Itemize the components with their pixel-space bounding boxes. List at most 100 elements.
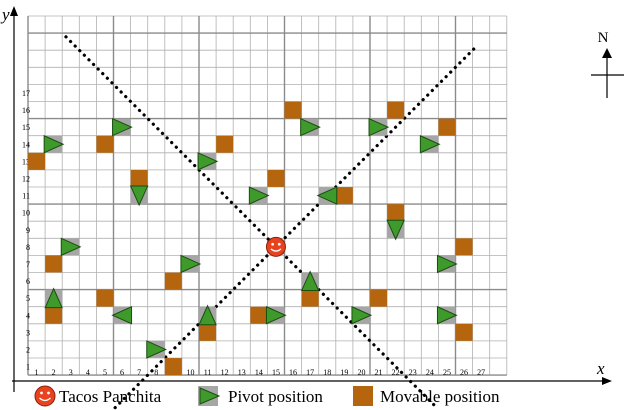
- pivot-position: [146, 340, 167, 359]
- movable-position: [301, 289, 319, 307]
- x-tick-label: 27: [477, 368, 485, 377]
- movable-position: [387, 101, 405, 119]
- legend-restaurant-label: Tacos Panchita: [59, 387, 162, 406]
- y-tick-label: 8: [26, 243, 30, 252]
- x-tick-label: 3: [69, 368, 73, 377]
- x-tick-label: 17: [306, 368, 314, 377]
- diagonal-line-descending: [64, 35, 438, 409]
- y-tick-label: 9: [26, 226, 30, 235]
- x-tick-label: 7: [137, 368, 141, 377]
- pivot-position: [351, 305, 373, 325]
- x-tick-labels: 1234567891011121314151617181920212223242…: [35, 368, 486, 377]
- y-tick-label: 13: [22, 157, 30, 166]
- x-tick-label: 12: [221, 368, 229, 377]
- movable-position: [455, 238, 473, 256]
- legend-pivot-icon: [198, 386, 221, 406]
- pivot-position: [180, 254, 202, 274]
- y-tick-label: 12: [22, 174, 30, 183]
- legend-movable-label: Movable position: [380, 387, 500, 406]
- x-tick-label: 19: [340, 368, 348, 377]
- legend-pivot-label: Pivot position: [228, 387, 323, 406]
- y-tick-label: 7: [26, 260, 30, 269]
- pivot-position: [197, 152, 219, 171]
- x-tick-label: 20: [357, 368, 365, 377]
- pivot-position: [248, 186, 270, 205]
- movable-position: [96, 135, 114, 153]
- movable-position: [387, 204, 405, 222]
- x-tick-label: 14: [255, 368, 263, 377]
- x-tick-label: 22: [392, 368, 400, 377]
- movable-position: [28, 152, 46, 170]
- x-tick-label: 6: [120, 368, 124, 377]
- pivot-position: [436, 254, 458, 274]
- movable-position: [199, 323, 217, 341]
- x-axis-arrowhead: [602, 377, 612, 385]
- movable-position: [455, 323, 473, 341]
- x-tick-label: 8: [154, 368, 158, 377]
- pivot-position: [60, 237, 82, 257]
- x-tick-label: 10: [186, 368, 194, 377]
- x-tick-label: 1: [35, 368, 39, 377]
- movable-position: [216, 135, 234, 153]
- movable-positions: [28, 101, 473, 376]
- y-tick-label: 1: [26, 363, 30, 372]
- movable-position: [438, 118, 456, 136]
- pivot-position: [386, 219, 405, 241]
- restaurant-marker: [265, 236, 286, 257]
- x-axis-label: x: [596, 359, 605, 378]
- pivot-position: [43, 134, 65, 154]
- diagonal-dotted-lines: [64, 35, 478, 410]
- x-tick-label: 18: [323, 368, 331, 377]
- legend: Tacos Panchita Pivot position Movable po…: [34, 385, 500, 407]
- movable-position: [335, 187, 353, 205]
- pivot-position: [198, 304, 217, 326]
- y-tick-label: 15: [22, 123, 30, 132]
- x-tick-label: 23: [409, 368, 417, 377]
- movable-position: [130, 169, 148, 187]
- x-tick-label: 15: [272, 368, 280, 377]
- x-tick-label: 16: [289, 368, 297, 377]
- pivot-positions: [43, 117, 458, 359]
- pivot-position: [129, 185, 149, 207]
- north-arrow: N: [591, 30, 624, 98]
- restaurant-face: [265, 236, 286, 257]
- x-tick-label: 21: [375, 368, 383, 377]
- pivot-position: [44, 287, 63, 309]
- x-tick-label: 5: [103, 368, 107, 377]
- y-axis-arrowhead: [10, 6, 18, 16]
- legend-movable-icon: [353, 386, 373, 406]
- movable-position: [96, 289, 114, 307]
- axes: x y: [0, 5, 612, 392]
- x-tick-label: 2: [52, 368, 56, 377]
- pivot-position: [316, 186, 338, 205]
- pivot-position: [112, 117, 133, 137]
- x-tick-label: 4: [86, 368, 90, 377]
- y-tick-label: 16: [22, 106, 30, 115]
- north-arrow-head: [602, 48, 612, 58]
- movable-position: [284, 101, 302, 119]
- x-tick-label: 13: [238, 368, 246, 377]
- legend-restaurant-icon: [34, 385, 56, 407]
- x-tick-label: 25: [443, 368, 451, 377]
- movable-position: [164, 272, 182, 290]
- pivot-position: [368, 117, 390, 137]
- y-tick-label: 10: [22, 209, 30, 218]
- pivot-position: [436, 305, 458, 325]
- movable-position: [267, 169, 285, 187]
- y-tick-label: 17: [22, 89, 30, 98]
- pivot-position: [300, 270, 320, 292]
- y-tick-label: 6: [26, 277, 30, 286]
- y-tick-label: 3: [26, 328, 30, 337]
- y-tick-label: 2: [26, 345, 30, 354]
- grid-minor-lines: [28, 15, 508, 376]
- pivot-position: [111, 305, 133, 325]
- x-tick-label: 26: [460, 368, 468, 377]
- movable-position: [250, 306, 268, 324]
- y-tick-label: 4: [26, 311, 30, 320]
- movable-position: [370, 289, 388, 307]
- pivot-position: [265, 305, 287, 325]
- pivot-position: [300, 117, 321, 137]
- y-axis-label: y: [0, 5, 10, 24]
- y-tick-label: 14: [22, 140, 30, 149]
- movable-position: [164, 358, 182, 376]
